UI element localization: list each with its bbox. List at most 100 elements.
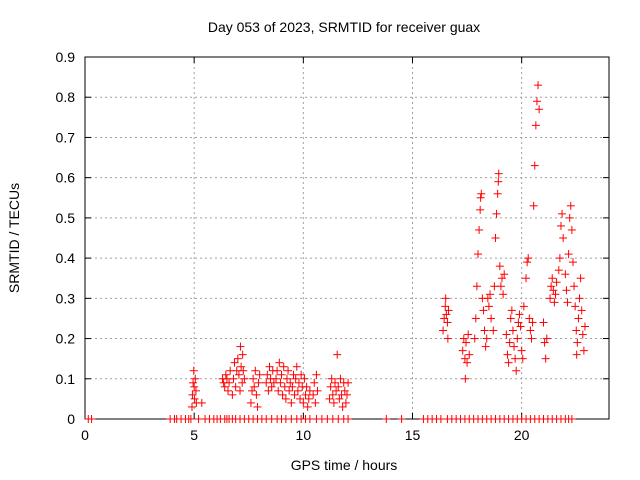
data-point [460, 354, 469, 363]
data-point [546, 294, 555, 303]
data-point [568, 258, 577, 267]
data-point [279, 362, 288, 371]
data-point [571, 302, 580, 311]
data-point [486, 290, 495, 299]
data-point [191, 374, 200, 383]
data-point [515, 310, 524, 319]
data-point [439, 326, 448, 335]
data-point [292, 362, 301, 371]
y-tick-label: 0.7 [56, 129, 76, 145]
data-point [189, 366, 198, 375]
data-point [504, 358, 513, 367]
data-point [289, 370, 298, 379]
data-point [443, 334, 452, 343]
y-tick-label: 0.9 [56, 49, 76, 65]
data-point [548, 274, 557, 283]
data-point [341, 398, 350, 407]
data-point [514, 318, 523, 327]
data-point [441, 294, 450, 303]
data-point [238, 350, 247, 359]
data-point [494, 169, 503, 178]
data-point [248, 386, 257, 395]
data-point [190, 382, 199, 391]
x-tick-label: 20 [514, 427, 530, 443]
data-point [441, 302, 450, 311]
data-point [564, 250, 573, 259]
data-point [526, 326, 535, 335]
grid [85, 57, 609, 419]
y-tick-label: 0.2 [56, 331, 76, 347]
data-point [534, 81, 543, 90]
data-point [239, 366, 248, 375]
data-point [461, 338, 470, 347]
data-point [250, 382, 259, 391]
data-point [575, 294, 584, 303]
data-point [459, 334, 468, 343]
data-point [229, 374, 238, 383]
data-point [305, 386, 314, 395]
data-point [511, 354, 520, 363]
x-tick-label: 5 [190, 427, 198, 443]
data-point [230, 358, 239, 367]
data-point [524, 254, 533, 263]
data-point [500, 270, 509, 279]
data-point [327, 374, 336, 383]
data-point [517, 346, 526, 355]
y-axis-label: SRMTID / TECUs [6, 183, 22, 293]
data-point [550, 298, 559, 307]
data-point [329, 398, 338, 407]
data-point [443, 318, 452, 327]
data-point [532, 97, 541, 106]
data-point [332, 386, 341, 395]
data-point [530, 161, 539, 170]
data-point [567, 415, 576, 423]
data-point [87, 415, 96, 423]
y-tick-label: 0.5 [56, 210, 76, 226]
plot-frame [84, 56, 610, 420]
data-point [276, 378, 285, 387]
data-point [525, 314, 534, 323]
data-point [231, 382, 240, 391]
data-point [444, 306, 453, 315]
data-point [554, 266, 563, 275]
data-point [236, 386, 245, 395]
data-point [343, 390, 351, 399]
data-point [397, 415, 406, 423]
data-point [225, 378, 234, 387]
data-point [221, 370, 230, 379]
data-point [334, 382, 343, 391]
data-point [294, 378, 303, 387]
data-point [333, 350, 342, 359]
data-point [573, 338, 582, 347]
axis-ticks: 0 0.1 0.2 0.3 0.4 0.5 0.6 0.7 0.8 0.9 0 5 10 15 20 [56, 49, 609, 443]
data-point [253, 402, 262, 411]
data-point [574, 314, 583, 323]
data-point [496, 282, 505, 291]
data-point [556, 221, 565, 230]
data-point [480, 326, 489, 335]
data-point [277, 370, 286, 379]
data-point [338, 402, 347, 411]
data-point [531, 121, 540, 130]
data-point [440, 314, 449, 323]
data-point [264, 386, 273, 395]
data-point [540, 338, 549, 347]
data-point [246, 398, 255, 407]
x-tick-label: 15 [405, 427, 421, 443]
data-point [580, 322, 589, 331]
data-point [484, 302, 493, 311]
y-tick-label: 0.6 [56, 170, 76, 186]
data-point [475, 225, 484, 234]
y-tick-label: 0 [67, 411, 75, 427]
y-tick-label: 0.3 [56, 290, 76, 306]
data-point [282, 374, 291, 383]
data-point [522, 274, 531, 283]
data-point [254, 378, 263, 387]
data-point [477, 189, 486, 198]
data-point [262, 378, 271, 387]
data-point [494, 177, 503, 186]
data-point [265, 362, 274, 371]
data-point [301, 390, 310, 399]
data-point [474, 250, 482, 259]
data-point [570, 282, 579, 291]
